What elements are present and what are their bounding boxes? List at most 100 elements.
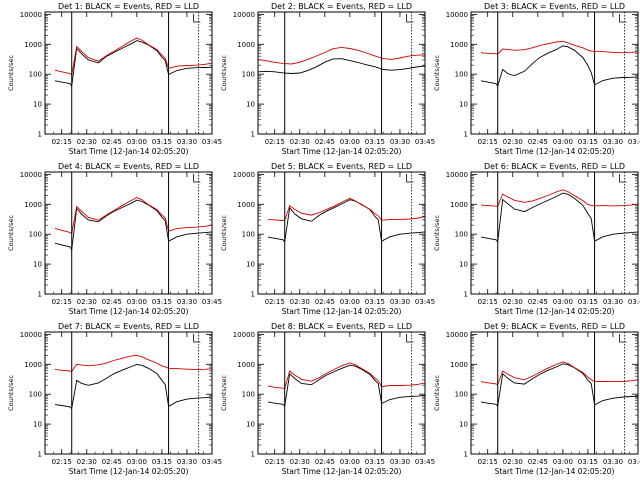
- x-tick-label: 02:45: [102, 458, 122, 466]
- y-tick-label: 1: [38, 291, 42, 299]
- y-tick-label: 100: [455, 71, 468, 79]
- legend-bracket: [193, 334, 201, 343]
- x-tick-label: 03:15: [365, 298, 385, 306]
- panel-title: Det 8: BLACK = Events, RED = LLD: [271, 322, 412, 331]
- y-tick-label: 1000: [450, 41, 468, 49]
- x-tick-label: 02:30: [77, 458, 97, 466]
- events-series-line: [54, 40, 213, 88]
- y-tick-label: 1: [38, 451, 42, 459]
- x-tick-label: 03:00: [127, 138, 147, 146]
- x-tick-label: 02:15: [52, 458, 72, 466]
- panel-title: Det 4: BLACK = Events, RED = LLD: [58, 162, 199, 171]
- lld-series-line: [54, 354, 213, 373]
- lld-series-line: [54, 196, 213, 235]
- x-tick-label: 03:30: [177, 138, 197, 146]
- y-tick-label: 1000: [237, 41, 255, 49]
- x-tick-label: 02:30: [290, 298, 310, 306]
- legend-bracket: [193, 174, 201, 183]
- x-tick-label: 02:45: [528, 458, 548, 466]
- y-tick-label: 10000: [233, 11, 255, 19]
- x-tick-label: 02:30: [77, 138, 97, 146]
- y-tick-label: 10: [33, 421, 42, 429]
- x-tick-label: 03:30: [177, 458, 197, 466]
- y-axis-label: Counts/sec: [7, 375, 15, 411]
- x-tick-label: 02:45: [102, 298, 122, 306]
- detector-panel: Det 1: BLACK = Events, RED = LLD Counts/s…: [7, 2, 222, 156]
- y-tick-label: 10000: [233, 331, 255, 339]
- y-tick-label: 10: [33, 101, 42, 109]
- legend-bracket: [406, 174, 414, 183]
- plot-frame: [44, 331, 213, 455]
- detector-panel: Det 9: BLACK = Events, RED = LLD Counts/s…: [433, 322, 640, 476]
- y-tick-label: 1: [464, 291, 468, 299]
- detector-panel: Det 4: BLACK = Events, RED = LLD Counts/s…: [7, 162, 222, 316]
- plot-frame: [44, 11, 213, 135]
- x-tick-label: 03:00: [553, 298, 573, 306]
- x-tick-label: 03:45: [628, 458, 640, 466]
- plot-frame: [257, 331, 426, 455]
- x-axis-label: Start Time (12-Jan-14 02:05:20): [495, 467, 615, 476]
- x-tick-label: 03:45: [202, 298, 222, 306]
- x-tick-label: 02:30: [290, 458, 310, 466]
- x-tick-label: 03:15: [578, 458, 598, 466]
- x-axis-label: Start Time (12-Jan-14 02:05:20): [282, 307, 402, 316]
- x-axis-label: Start Time (12-Jan-14 02:05:20): [282, 147, 402, 156]
- x-tick-label: 02:45: [528, 138, 548, 146]
- y-tick-label: 10000: [20, 11, 42, 19]
- x-tick-label: 02:30: [290, 138, 310, 146]
- x-tick-label: 03:30: [390, 458, 410, 466]
- x-tick-label: 03:00: [127, 298, 147, 306]
- events-series-line: [267, 199, 426, 244]
- x-tick-label: 03:15: [152, 138, 172, 146]
- y-tick-label: 1: [251, 291, 255, 299]
- panel-title: Det 3: BLACK = Events, RED = LLD: [484, 2, 625, 11]
- y-tick-label: 100: [242, 231, 255, 239]
- events-series-line: [54, 199, 213, 252]
- x-axis-label: Start Time (12-Jan-14 02:05:20): [69, 467, 189, 476]
- lld-series-line: [54, 37, 213, 76]
- detector-panel: Det 3: BLACK = Events, RED = LLD Counts/s…: [433, 2, 640, 156]
- x-tick-label: 02:15: [265, 138, 285, 146]
- y-tick-label: 1000: [237, 201, 255, 209]
- detector-panel: Det 8: BLACK = Events, RED = LLD Counts/s…: [220, 322, 435, 476]
- y-axis-label: Counts/sec: [433, 55, 441, 91]
- x-axis-label: Start Time (12-Jan-14 02:05:20): [282, 467, 402, 476]
- legend-bracket: [619, 174, 627, 183]
- legend-bracket: [193, 14, 201, 23]
- y-tick-label: 1: [38, 131, 42, 139]
- lld-series-line: [480, 40, 639, 55]
- x-tick-label: 02:45: [315, 138, 335, 146]
- plot-frame: [470, 331, 639, 455]
- y-tick-label: 10: [246, 101, 255, 109]
- x-axis-label: Start Time (12-Jan-14 02:05:20): [495, 307, 615, 316]
- lld-series-line: [480, 189, 639, 207]
- y-tick-label: 1: [251, 451, 255, 459]
- y-axis-label: Counts/sec: [7, 215, 15, 251]
- x-tick-label: 03:00: [340, 298, 360, 306]
- x-tick-label: 02:30: [503, 138, 523, 146]
- y-tick-label: 100: [29, 231, 42, 239]
- x-tick-label: 02:15: [478, 298, 498, 306]
- x-tick-label: 03:30: [603, 138, 623, 146]
- x-axis-label: Start Time (12-Jan-14 02:05:20): [495, 147, 615, 156]
- y-tick-label: 1000: [237, 361, 255, 369]
- y-tick-label: 1000: [24, 361, 42, 369]
- y-tick-label: 1000: [24, 41, 42, 49]
- detector-panel: Det 5: BLACK = Events, RED = LLD Counts/s…: [220, 162, 435, 316]
- legend-bracket: [406, 14, 414, 23]
- x-tick-label: 03:45: [202, 458, 222, 466]
- y-tick-label: 10: [33, 261, 42, 269]
- lld-series-line: [257, 46, 426, 65]
- y-tick-label: 100: [455, 391, 468, 399]
- y-tick-label: 1000: [450, 361, 468, 369]
- x-tick-label: 02:45: [102, 138, 122, 146]
- y-axis-label: Counts/sec: [433, 375, 441, 411]
- y-tick-label: 10000: [446, 171, 468, 179]
- events-series-line: [480, 192, 639, 244]
- legend-bracket: [406, 334, 414, 343]
- y-tick-label: 1: [464, 451, 468, 459]
- x-tick-label: 03:00: [553, 138, 573, 146]
- x-tick-label: 03:30: [603, 298, 623, 306]
- y-tick-label: 10000: [20, 171, 42, 179]
